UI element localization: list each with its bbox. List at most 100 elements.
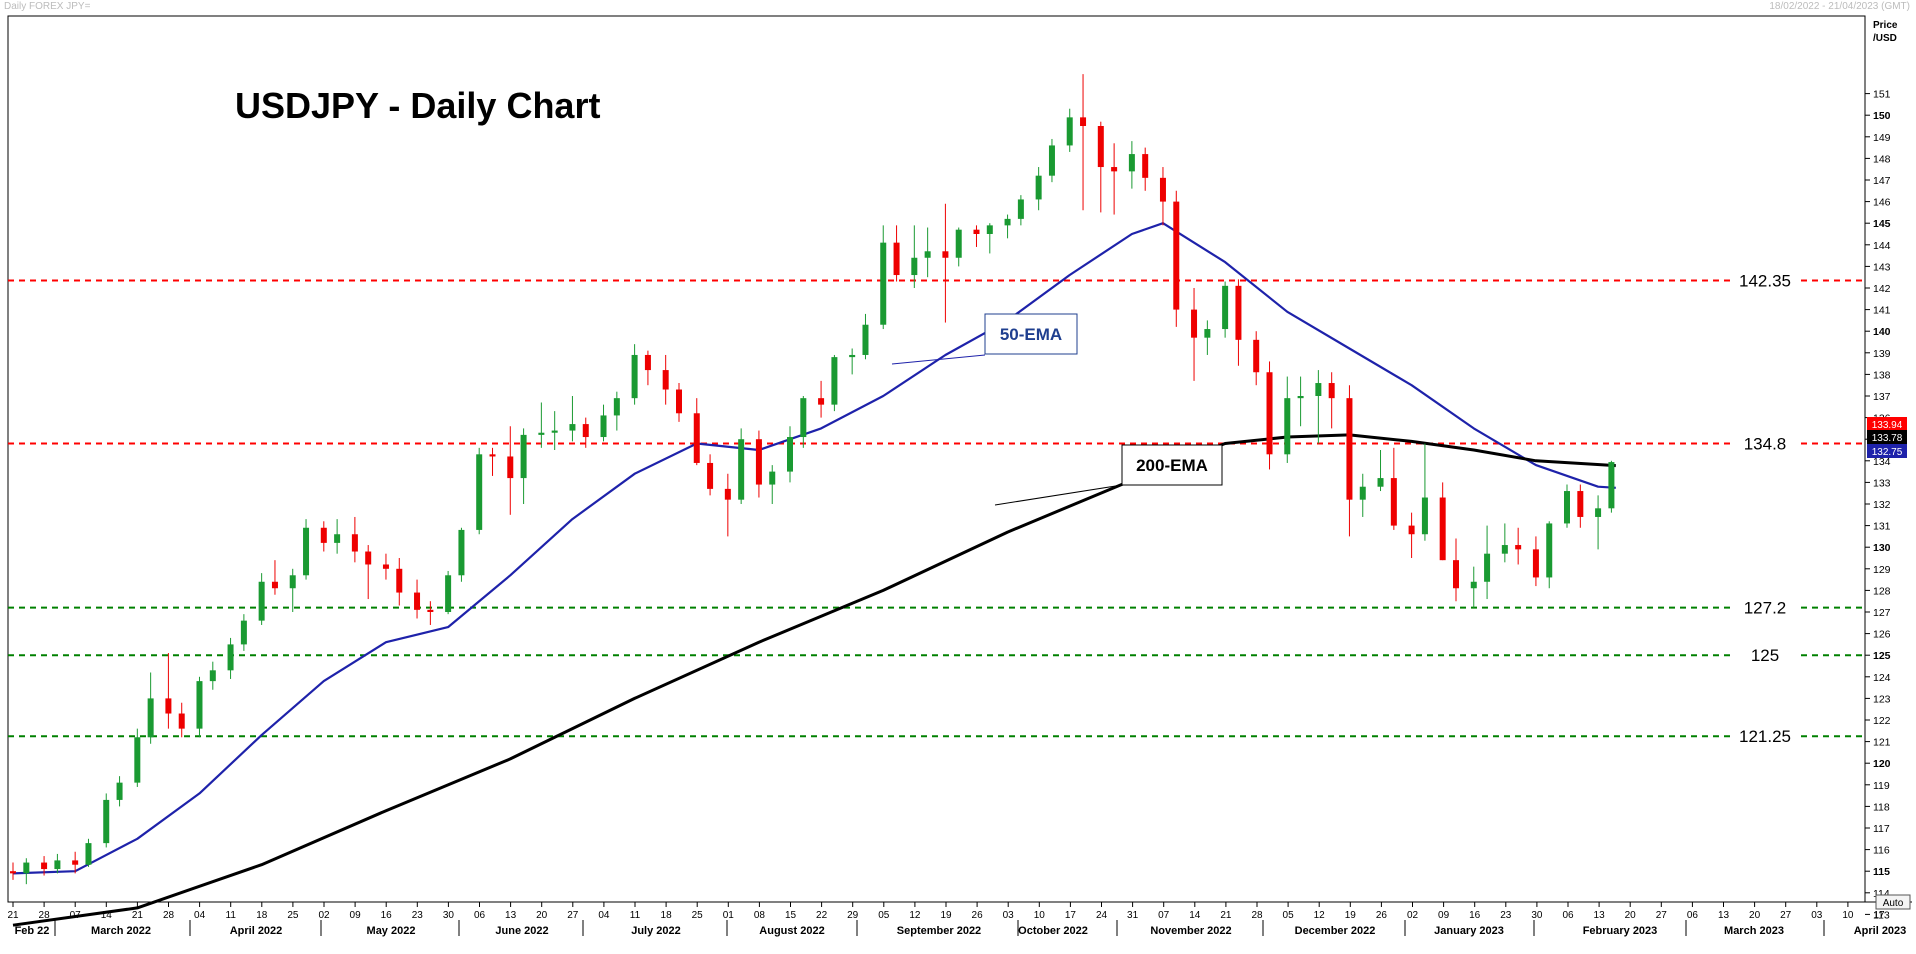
y-tick-label: 131 — [1873, 521, 1891, 533]
candle-body — [613, 398, 620, 416]
candle-body — [196, 681, 203, 729]
candle-body — [1484, 553, 1491, 582]
candle-body — [227, 644, 234, 671]
candle-body — [85, 843, 92, 865]
candle-body — [147, 698, 154, 738]
y-tick-label: 137 — [1873, 391, 1891, 403]
y-tick-label: 149 — [1873, 132, 1891, 144]
candle-body — [911, 257, 918, 276]
x-tick-label: 23 — [412, 910, 424, 921]
candle-body — [334, 534, 341, 543]
y-tick-label: 146 — [1873, 197, 1891, 209]
x-tick-label: 09 — [1438, 910, 1450, 921]
x-month-label: March 2023 — [1724, 925, 1784, 937]
candle-body — [1017, 199, 1024, 219]
y-tick-label: 141 — [1873, 305, 1891, 317]
level-label: 134.8 — [1744, 435, 1787, 454]
auto-button[interactable] — [1875, 894, 1911, 910]
chart-title: USDJPY - Daily Chart — [235, 85, 600, 126]
x-tick-label: 20 — [1749, 910, 1761, 921]
y-tick-label: 150 — [1873, 110, 1891, 122]
auto-button-label[interactable]: Auto — [1883, 898, 1904, 909]
candle-body — [351, 534, 358, 552]
candle-body — [507, 456, 514, 479]
candle-body — [1253, 339, 1260, 373]
price-tag-label: 133.94 — [1872, 420, 1903, 431]
candle-body — [258, 581, 265, 621]
x-month-label: March 2022 — [91, 925, 151, 937]
price-tag-label: 133.78 — [1872, 433, 1903, 444]
candle-body — [289, 575, 296, 589]
candle-body — [1266, 372, 1273, 455]
x-tick-label: 20 — [536, 910, 548, 921]
level-label: 127.2 — [1744, 599, 1787, 618]
candle-body — [209, 670, 216, 682]
price-tag — [1867, 430, 1907, 444]
y-tick-label: 116 — [1873, 845, 1890, 857]
candle-body — [396, 568, 403, 593]
candle-body — [23, 862, 30, 874]
date-range-label: 18/02/2022 - 21/04/2023 (GMT) — [1769, 1, 1910, 12]
candle-body — [538, 432, 545, 435]
candle-body — [1048, 145, 1055, 176]
x-tick-label: 23 — [1500, 910, 1512, 921]
x-tick-label: 29 — [847, 910, 859, 921]
y-tick-label: 115 — [1873, 866, 1890, 878]
x-tick-label: 12 — [909, 910, 921, 921]
x-tick-label: 26 — [972, 910, 984, 921]
x-month-label: April 2023 — [1854, 925, 1907, 937]
x-month-label: December 2022 — [1295, 925, 1376, 937]
candle-body — [1359, 486, 1366, 500]
x-tick-label: 27 — [1656, 910, 1668, 921]
candle-body — [10, 871, 16, 874]
x-tick-label: 19 — [1345, 910, 1357, 921]
y-tick-label: 127 — [1873, 607, 1891, 619]
y-tick-label: 130 — [1873, 542, 1891, 554]
x-tick-label: 30 — [1531, 910, 1543, 921]
candle-body — [551, 430, 558, 433]
x-tick-label: 03 — [1811, 910, 1823, 921]
x-tick-label: 24 — [1096, 910, 1108, 921]
x-tick-label: 13 — [1594, 910, 1606, 921]
instrument-label: Daily FOREX JPY= — [4, 1, 91, 12]
level-label-bg — [1730, 271, 1800, 290]
level-label-bg — [1730, 646, 1800, 665]
ema-line — [12, 222, 1616, 875]
candle-body — [365, 551, 372, 565]
x-month-label: January 2023 — [1434, 925, 1504, 937]
candle-body — [1470, 581, 1477, 589]
y-tick-label: 147 — [1873, 175, 1891, 187]
candle-body — [973, 229, 980, 234]
candle-body — [458, 529, 465, 576]
y-tick-label: 148 — [1873, 153, 1891, 165]
x-tick-label: 13 — [505, 910, 517, 921]
candle-body — [831, 357, 838, 405]
candle-body — [72, 860, 79, 865]
level-label: 121.25 — [1739, 727, 1791, 746]
x-tick-label: 13 — [1718, 910, 1730, 921]
y-tick-label: 129 — [1873, 564, 1891, 576]
price-tag-label: 132.75 — [1872, 447, 1903, 458]
annotation-box — [984, 313, 1078, 355]
x-tick-label: 09 — [350, 910, 362, 921]
candle-body — [1421, 497, 1428, 535]
x-tick-label: 25 — [692, 910, 704, 921]
y-tick-label: 123 — [1873, 693, 1891, 705]
candle-body — [1128, 154, 1135, 172]
level-label: 142.35 — [1739, 271, 1791, 290]
x-tick-label: 31 — [1127, 910, 1139, 921]
x-tick-label: 10 — [1034, 910, 1046, 921]
x-tick-label: 28 — [39, 910, 51, 921]
price-tag — [1867, 417, 1907, 431]
candle-body — [1204, 329, 1211, 338]
candle-body — [165, 698, 172, 714]
candle-body — [1222, 285, 1229, 330]
candle-body — [1159, 177, 1166, 202]
x-tick-label: 03 — [1003, 910, 1015, 921]
x-month-label: June 2022 — [495, 925, 548, 937]
y-tick-label: 144 — [1873, 240, 1891, 252]
x-month-label: August 2022 — [759, 925, 824, 937]
level-label-bg — [1730, 598, 1800, 617]
